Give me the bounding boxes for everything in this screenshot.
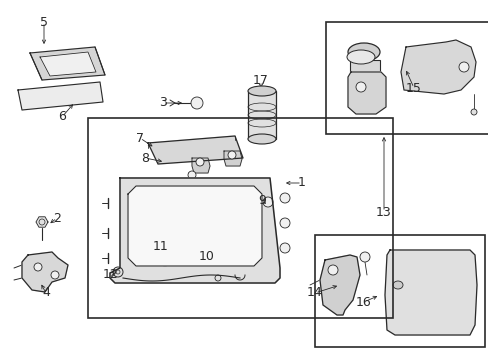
Ellipse shape bbox=[392, 281, 402, 289]
Text: 5: 5 bbox=[40, 15, 48, 28]
Text: 1: 1 bbox=[298, 176, 305, 189]
Ellipse shape bbox=[346, 50, 374, 64]
Polygon shape bbox=[319, 255, 359, 315]
Polygon shape bbox=[148, 136, 243, 164]
Ellipse shape bbox=[347, 43, 379, 61]
Text: 8: 8 bbox=[141, 152, 149, 165]
Text: 3: 3 bbox=[159, 96, 166, 109]
Ellipse shape bbox=[247, 134, 275, 144]
Polygon shape bbox=[30, 47, 105, 80]
Text: 10: 10 bbox=[199, 249, 215, 262]
Circle shape bbox=[196, 158, 203, 166]
Circle shape bbox=[227, 151, 236, 159]
Text: 2: 2 bbox=[53, 211, 61, 225]
Polygon shape bbox=[192, 158, 209, 173]
Circle shape bbox=[159, 254, 171, 266]
Circle shape bbox=[470, 109, 476, 115]
Circle shape bbox=[263, 197, 272, 207]
Circle shape bbox=[187, 171, 196, 179]
Circle shape bbox=[191, 97, 203, 109]
Text: 16: 16 bbox=[355, 296, 371, 309]
Bar bbox=[88, 118, 392, 318]
Text: 17: 17 bbox=[253, 75, 268, 87]
Bar bbox=[325, 22, 488, 134]
Text: 15: 15 bbox=[405, 81, 421, 94]
Ellipse shape bbox=[247, 86, 275, 96]
Polygon shape bbox=[128, 186, 262, 266]
Polygon shape bbox=[110, 178, 280, 283]
Polygon shape bbox=[384, 250, 476, 335]
Polygon shape bbox=[18, 82, 103, 110]
Circle shape bbox=[280, 243, 289, 253]
Text: 4: 4 bbox=[42, 287, 50, 300]
Bar bbox=[314, 235, 484, 347]
Circle shape bbox=[280, 193, 289, 203]
Polygon shape bbox=[36, 217, 48, 227]
Circle shape bbox=[327, 265, 337, 275]
Circle shape bbox=[209, 253, 220, 263]
Polygon shape bbox=[400, 40, 475, 94]
Text: 11: 11 bbox=[153, 240, 168, 253]
Circle shape bbox=[34, 263, 42, 271]
Text: 12: 12 bbox=[103, 267, 119, 280]
Polygon shape bbox=[224, 151, 242, 166]
Circle shape bbox=[215, 275, 221, 281]
Text: 14: 14 bbox=[306, 287, 322, 300]
Circle shape bbox=[359, 252, 369, 262]
Text: 6: 6 bbox=[58, 111, 66, 123]
Polygon shape bbox=[22, 252, 68, 292]
Polygon shape bbox=[40, 52, 96, 76]
Circle shape bbox=[355, 82, 365, 92]
Bar bbox=[247, 91, 275, 139]
Text: 9: 9 bbox=[258, 194, 265, 207]
Circle shape bbox=[280, 218, 289, 228]
Text: 7: 7 bbox=[136, 131, 143, 144]
Text: 13: 13 bbox=[375, 206, 391, 219]
Polygon shape bbox=[347, 72, 385, 114]
Circle shape bbox=[458, 62, 468, 72]
Bar bbox=[349, 60, 379, 72]
Circle shape bbox=[51, 271, 59, 279]
